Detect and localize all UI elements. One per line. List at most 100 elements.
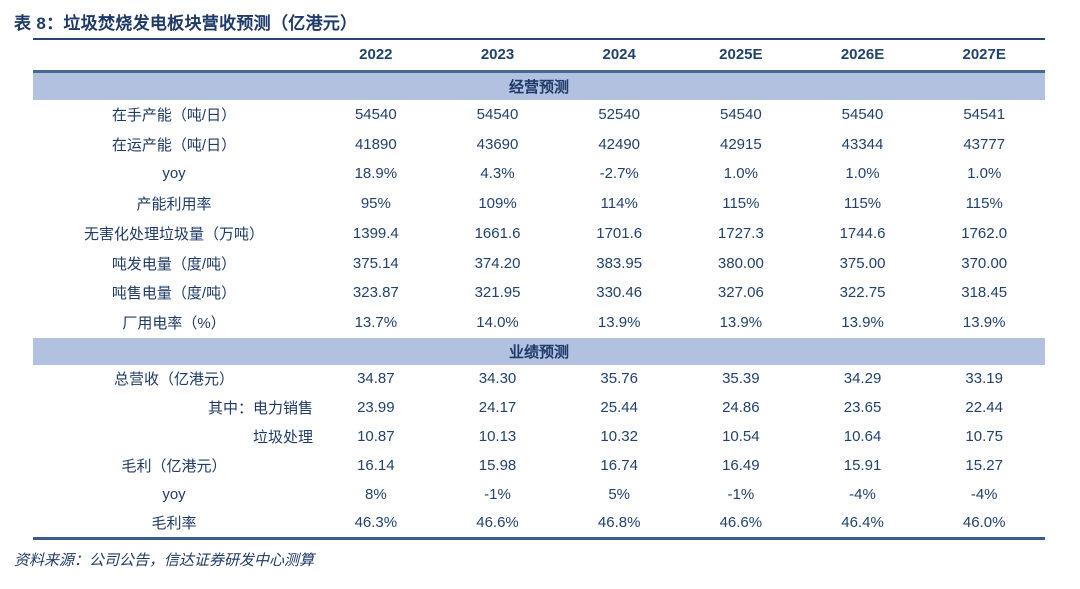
value-cell: 52540: [598, 105, 641, 123]
value-cell: 46.8%: [597, 514, 641, 532]
value-cell: 115%: [965, 195, 1003, 213]
value-cell: -1%: [484, 485, 511, 503]
value-cell: 35.76: [600, 370, 638, 388]
value-cell: 15.91: [843, 456, 882, 474]
year-header-row: 2022 2023 2024 2025E 2026E 2027E: [33, 40, 1045, 70]
value-cell: 327.06: [717, 284, 764, 302]
row-label: 吨发电量（度/吨）: [111, 255, 237, 273]
table-row: 垃圾处理 10.87 10.13 10.32 10.54 10.64 10.75: [33, 422, 1045, 451]
value-cell: 42915: [719, 135, 762, 153]
section-band: 业绩预测: [33, 337, 1045, 365]
value-cell: 115%: [843, 195, 882, 213]
value-cell: 1399.4: [352, 224, 399, 242]
value-cell: 35.39: [722, 370, 760, 388]
value-cell: 1727.3: [717, 224, 764, 242]
value-cell: 41890: [354, 135, 397, 153]
value-cell: 34.87: [357, 370, 395, 388]
value-cell: 34.29: [843, 370, 882, 388]
value-cell: 46.0%: [962, 514, 1006, 532]
year-header-cell: 2026E: [840, 46, 885, 64]
value-cell: 322.75: [839, 284, 886, 302]
value-cell: 374.20: [474, 254, 521, 272]
row-label: 其中：电力销售: [207, 400, 313, 418]
year-header-cell: 2022: [359, 46, 393, 64]
value-cell: 370.00: [961, 254, 1008, 272]
value-cell: 54540: [841, 105, 884, 123]
value-cell: 10.64: [843, 427, 882, 445]
value-cell: -2.7%: [599, 165, 639, 183]
value-cell: 24.17: [478, 399, 517, 417]
value-cell: 46.3%: [354, 514, 398, 532]
table-row: 在手产能（吨/日） 54540 54540 52540 54540 54540 54541: [33, 100, 1045, 130]
table-row: 产能利用率 95% 109% 114% 115% 115% 115%: [33, 189, 1045, 219]
value-cell: 43777: [963, 135, 1006, 153]
value-cell: -4%: [970, 485, 998, 503]
value-cell: 330.46: [596, 284, 643, 302]
value-cell: 8%: [364, 485, 387, 503]
row-label: 在手产能（吨/日）: [111, 106, 237, 124]
row-label: 在运产能（吨/日）: [111, 136, 237, 154]
value-cell: 10.32: [600, 427, 638, 445]
value-cell: 380.00: [717, 254, 764, 272]
value-cell: 5%: [608, 485, 631, 503]
row-label: yoy: [162, 485, 186, 503]
value-cell: 18.9%: [354, 165, 398, 183]
value-cell: 1661.6: [474, 224, 521, 242]
value-cell: 33.19: [965, 370, 1003, 388]
value-cell: 23.65: [843, 399, 882, 417]
value-cell: 13.9%: [597, 314, 641, 332]
year-header-cell: 2024: [602, 46, 636, 64]
value-cell: 42490: [598, 135, 641, 153]
value-cell: 16.49: [722, 456, 760, 474]
value-cell: 1762.0: [961, 224, 1008, 242]
value-cell: 46.6%: [476, 514, 519, 532]
year-header-cell: 2023: [480, 46, 515, 64]
value-cell: 114%: [600, 195, 638, 213]
table-row: yoy 18.9% 4.3% -2.7% 1.0% 1.0% 1.0%: [33, 159, 1045, 189]
value-cell: 1.0%: [967, 165, 1002, 183]
table-row: 其中：电力销售 23.99 24.17 25.44 24.86 23.65 22.44: [33, 393, 1045, 422]
value-cell: 375.00: [839, 254, 886, 272]
value-cell: 22.44: [965, 399, 1003, 417]
value-cell: 23.99: [357, 399, 395, 417]
year-header-cell: 2025E: [719, 46, 763, 64]
section-band: 经营预测: [33, 69, 1045, 100]
table-row: 在运产能（吨/日） 41890 43690 42490 42915 43344 43777: [33, 129, 1045, 159]
table-row: 毛利率 46.3% 46.6% 46.8% 46.6% 46.4% 46.0%: [33, 508, 1045, 537]
row-label: 无害化处理垃圾量（万吨）: [83, 225, 264, 243]
value-cell: 10.75: [965, 427, 1003, 445]
value-cell: 43344: [841, 135, 884, 153]
value-cell: -4%: [849, 485, 876, 503]
value-cell: 16.14: [357, 456, 395, 474]
value-cell: 43690: [476, 135, 519, 153]
value-cell: 16.74: [600, 456, 638, 474]
row-label: yoy: [162, 165, 186, 183]
source-note: 资料来源：公司公告，信达证券研发中心测算: [14, 552, 315, 569]
value-cell: 95%: [360, 195, 391, 213]
value-cell: 46.6%: [719, 514, 763, 532]
value-cell: 34.30: [478, 370, 517, 388]
page-title: 表 8：垃圾焚烧发电板块营收预测（亿港元）: [14, 14, 358, 33]
row-label: 毛利率: [151, 515, 197, 533]
value-cell: 24.86: [722, 399, 760, 417]
value-cell: 1.0%: [845, 165, 880, 183]
row-label: 毛利（亿港元）: [121, 457, 227, 475]
row-label: 垃圾处理: [252, 428, 313, 446]
value-cell: 15.27: [965, 456, 1003, 474]
value-cell: 115%: [722, 195, 760, 213]
table-row: 吨发电量（度/吨） 375.14 374.20 383.95 380.00 375.00 3…: [33, 248, 1045, 278]
table-row: 无害化处理垃圾量（万吨） 1399.4 1661.6 1701.6 1727.3 1744…: [33, 219, 1045, 249]
value-cell: 10.87: [357, 427, 395, 445]
value-cell: 375.14: [352, 254, 399, 272]
row-label: 总营收（亿港元）: [113, 371, 234, 389]
table-row: 厂用电率（%） 13.7% 14.0% 13.9% 13.9% 13.9% 13.9%: [33, 308, 1045, 338]
value-cell: 383.95: [596, 254, 643, 272]
row-label: 吨售电量（度/吨）: [111, 285, 237, 303]
table-row: 总营收（亿港元） 34.87 34.30 35.76 35.39 34.29 33.19: [33, 365, 1045, 394]
value-cell: 109%: [478, 195, 517, 213]
value-cell: 46.4%: [841, 514, 884, 532]
value-cell: 25.44: [600, 399, 638, 417]
revenue-forecast-table: 2022 2023 2024 2025E 2026E 2027E 经营预测 在手产能（吨/日…: [33, 38, 1045, 541]
value-cell: 13.9%: [719, 314, 763, 332]
value-cell: 14.0%: [476, 314, 519, 332]
